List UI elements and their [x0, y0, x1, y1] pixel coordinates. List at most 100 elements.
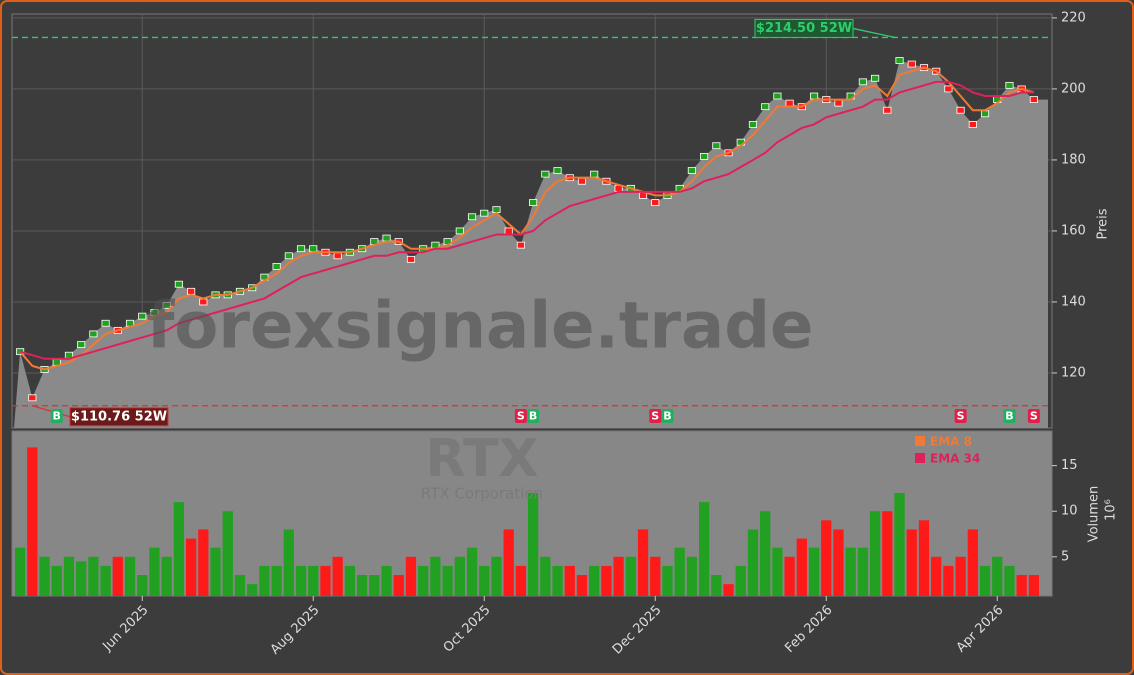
- volume-bar: [772, 547, 783, 596]
- watermark: forexsignale.trade: [147, 290, 814, 364]
- candle: [492, 206, 501, 214]
- candle: [700, 152, 709, 160]
- candle: [577, 177, 587, 185]
- volume-bar: [381, 565, 392, 596]
- signal-badge: [954, 409, 967, 423]
- volume-bar: [1004, 565, 1015, 596]
- candle: [455, 227, 464, 235]
- volume-bar: [613, 556, 624, 596]
- candle: [138, 312, 147, 320]
- volume-bar: [723, 584, 734, 596]
- volume-bar: [27, 447, 38, 596]
- volume-bar: [332, 556, 343, 596]
- candle: [871, 74, 880, 82]
- volume-bar: [100, 565, 111, 596]
- signal-label: B: [663, 410, 671, 423]
- candle: [980, 110, 990, 118]
- volume-bar: [39, 556, 50, 596]
- volume-bar: [540, 556, 551, 596]
- volume-bar: [821, 520, 832, 596]
- volume-bar: [393, 575, 404, 596]
- volume-bar: [320, 565, 331, 596]
- y-tick-label: 220: [1061, 10, 1086, 25]
- volume-bar: [796, 538, 807, 596]
- candle: [480, 209, 489, 217]
- y-tick-label: 140: [1061, 294, 1086, 309]
- y-axis-label: Preis: [1096, 208, 1111, 239]
- legend-swatch: [915, 453, 925, 463]
- volume-bar: [589, 565, 600, 596]
- volume-bar: [967, 529, 978, 596]
- candle: [687, 167, 696, 174]
- volume-bar: [308, 565, 319, 596]
- candle: [590, 170, 599, 178]
- volume-bar: [931, 556, 942, 596]
- volume-bar: [51, 565, 62, 596]
- signal-badge: [1027, 409, 1040, 423]
- signal-badge: [1003, 409, 1016, 423]
- volume-bar: [784, 556, 795, 596]
- candle: [1029, 96, 1038, 103]
- volume-bar: [149, 547, 160, 596]
- volume-bar: [137, 575, 148, 596]
- candle: [785, 99, 794, 107]
- volume-bar: [637, 529, 649, 596]
- volume-bar: [857, 547, 869, 596]
- volume-bar: [369, 575, 380, 596]
- volume-bar: [686, 556, 698, 596]
- volume-bar: [845, 547, 856, 596]
- volume-bar: [650, 556, 661, 596]
- volume-bar: [124, 556, 136, 596]
- volume-bar: [918, 520, 930, 596]
- volume-bar: [112, 556, 123, 596]
- volume-bar: [711, 575, 722, 596]
- volume-bar: [564, 565, 575, 596]
- volume-bar: [552, 565, 563, 596]
- volume-bar: [76, 561, 87, 596]
- signal-badge: [527, 409, 540, 423]
- volume-bar: [430, 556, 441, 596]
- candle: [284, 252, 293, 260]
- volume-unit: 10⁶: [1104, 499, 1119, 521]
- volume-bar: [674, 547, 685, 596]
- candle: [296, 245, 306, 253]
- candle: [406, 255, 416, 263]
- volume-bar: [466, 547, 478, 596]
- candle: [761, 103, 770, 111]
- candle: [309, 245, 318, 253]
- volume-bar: [576, 575, 588, 596]
- volume-bar: [88, 556, 99, 596]
- signal-label: S: [1030, 410, 1038, 423]
- candle: [553, 167, 562, 174]
- candle: [1005, 81, 1014, 89]
- legend-label: EMA 34: [930, 452, 980, 466]
- signal-label: S: [957, 410, 965, 423]
- y-tick-label: 200: [1061, 81, 1086, 96]
- volume-bar: [808, 547, 820, 596]
- candle: [968, 121, 977, 128]
- volume-bar: [259, 565, 270, 596]
- signal-badge: [50, 409, 63, 423]
- candle: [858, 78, 867, 86]
- volume-bar: [1016, 575, 1027, 596]
- volume-bar: [906, 529, 917, 596]
- volume-tick-label: 5: [1061, 549, 1069, 564]
- volume-bar: [760, 511, 771, 596]
- volume-bar: [356, 575, 368, 596]
- candle: [467, 213, 477, 221]
- candle: [504, 227, 513, 235]
- legend-swatch: [915, 436, 925, 446]
- annotation-label: $214.50 52W: [756, 21, 852, 36]
- candle: [834, 99, 843, 107]
- candle: [28, 394, 37, 402]
- volume-bar: [747, 529, 759, 596]
- volume-bar: [418, 565, 429, 596]
- volume-bar: [527, 492, 539, 596]
- candle: [77, 341, 86, 348]
- volume-bar: [479, 565, 490, 596]
- volume-bar: [698, 502, 710, 596]
- candle: [956, 106, 965, 114]
- volume-bar: [503, 529, 514, 596]
- volume-bar: [295, 565, 307, 596]
